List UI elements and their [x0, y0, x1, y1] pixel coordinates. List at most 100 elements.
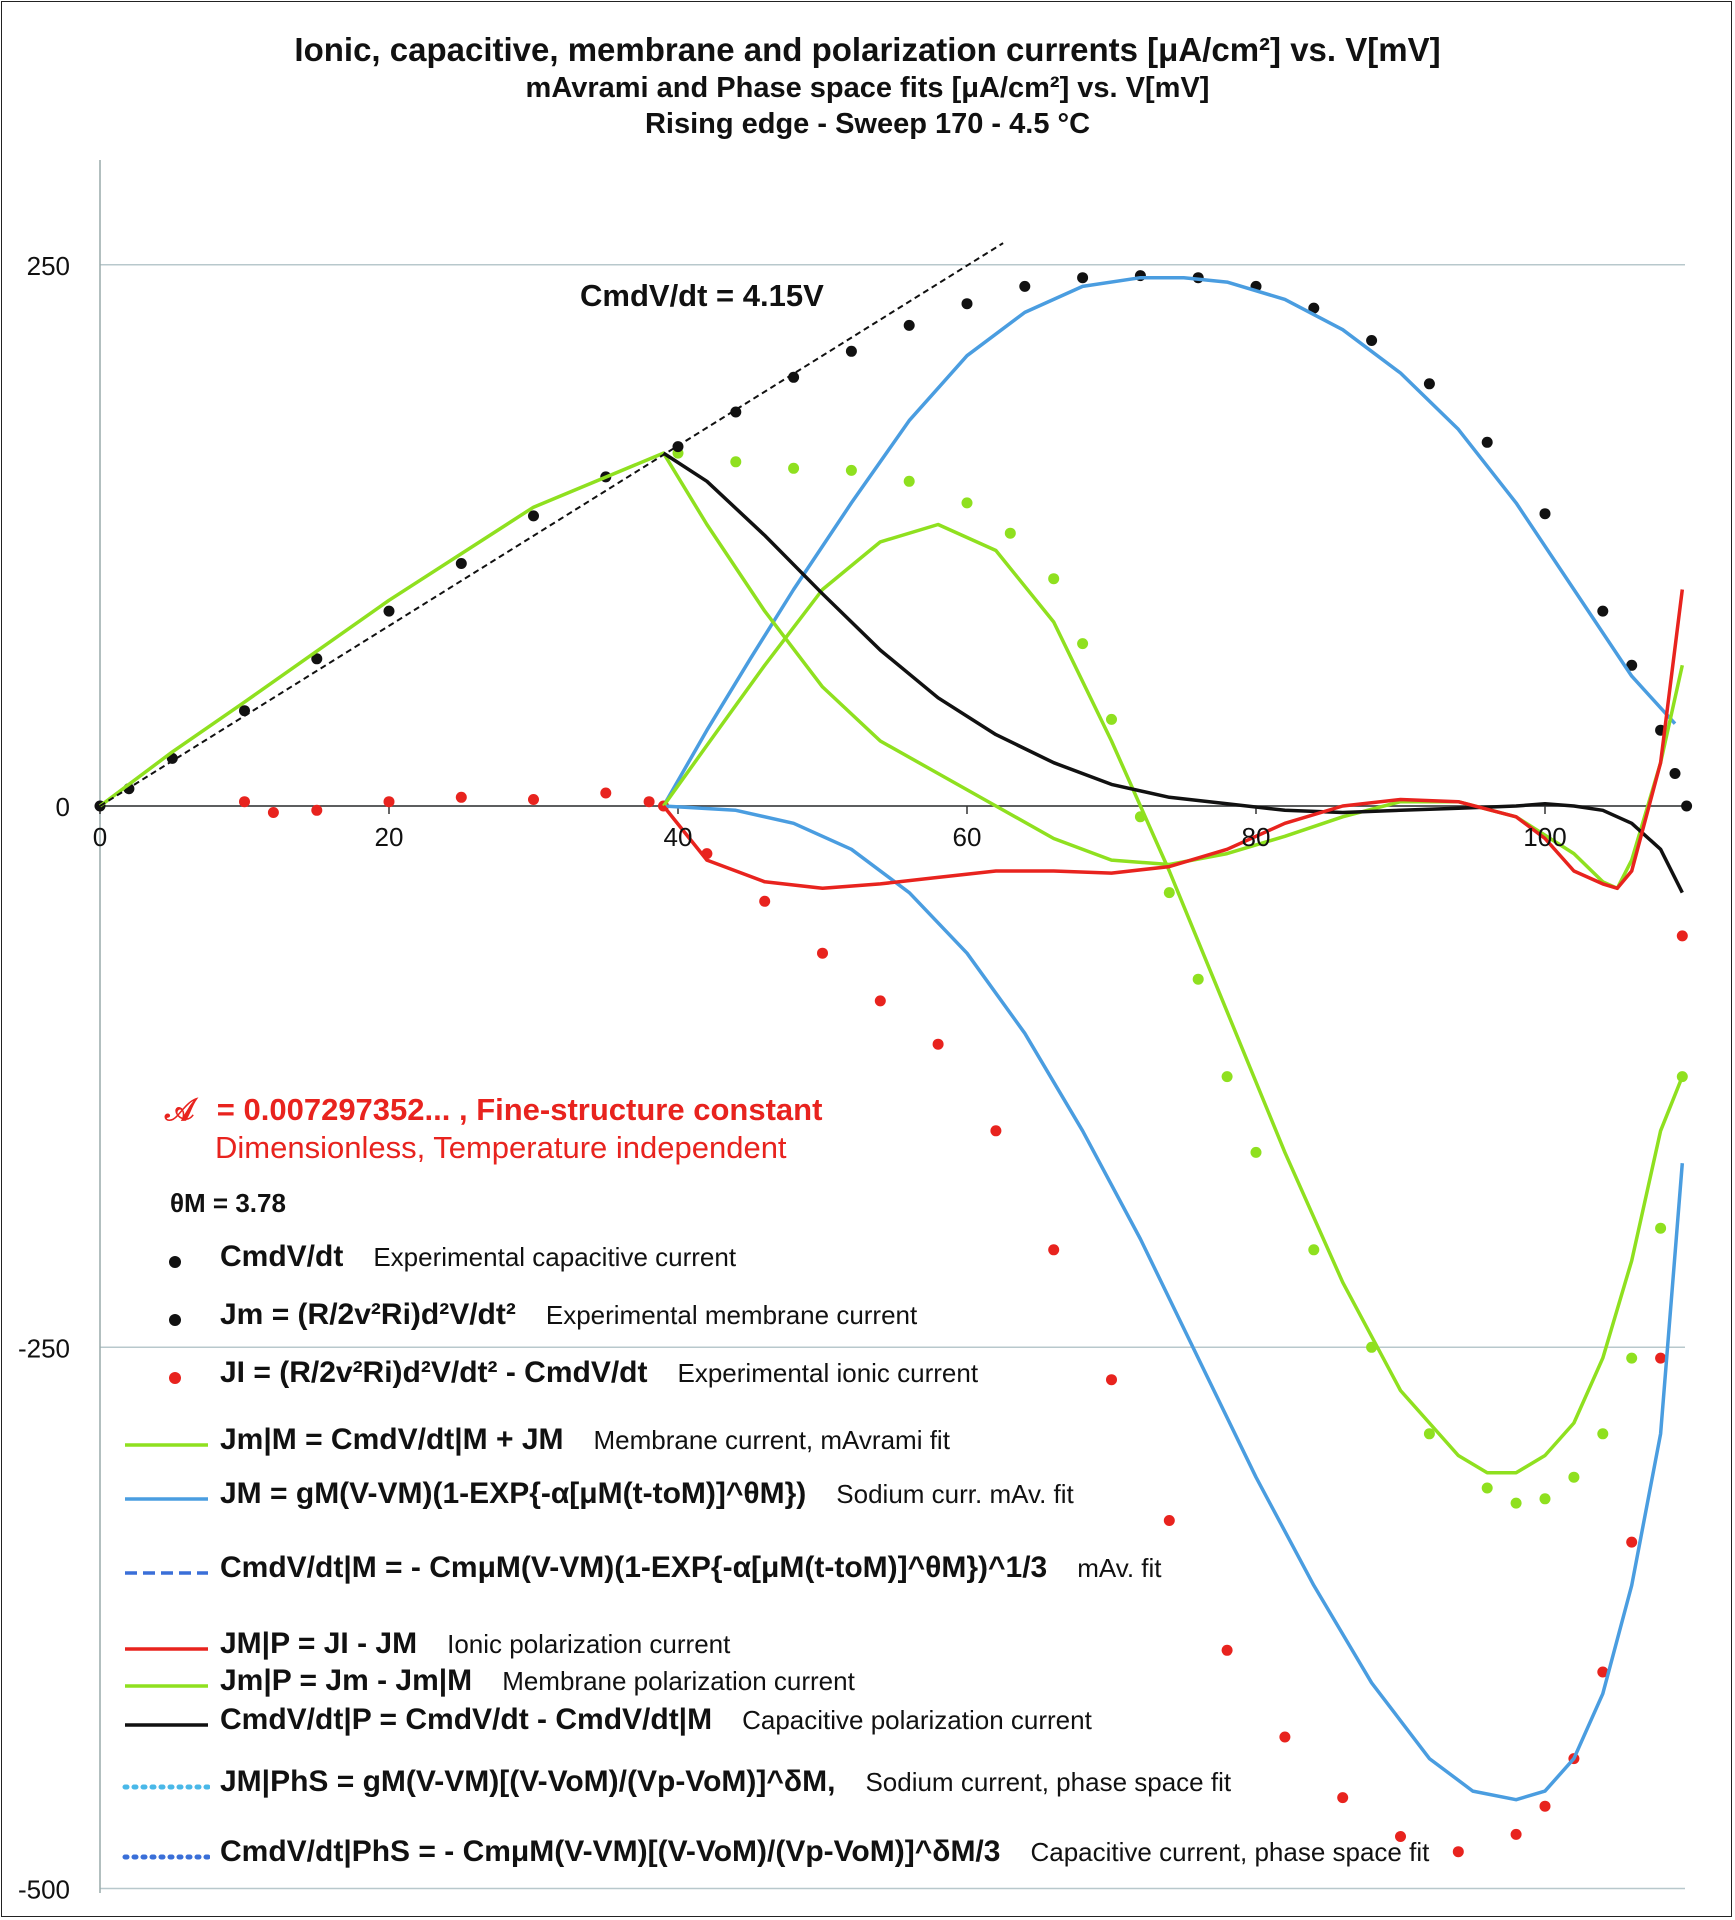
y-tick-label-3: -500	[18, 1875, 70, 1905]
legend-equation: CmdV/dt|P = CmdV/dt - CmdV/dt|M	[220, 1703, 713, 1736]
legend-marker	[125, 1571, 208, 1575]
point-membrane_exp_dots-21	[1568, 1471, 1580, 1483]
legend-marker	[125, 1684, 208, 1688]
legend-item: CmdV/dt|P = CmdV/dt - CmdV/dt|M Capacitiv…	[120, 1703, 1092, 1737]
point-membrane_exp_dots-15	[1308, 1244, 1320, 1256]
point-capacitive_exp_dots-21	[1366, 335, 1378, 346]
legend-item: Jm = (R/2v²Ri)d²V/dt² Experimental membra…	[120, 1298, 917, 1332]
legend-equation: Jm = (R/2v²Ri)d²V/dt²	[220, 1298, 516, 1331]
point-ionic_exp_dots-16	[1106, 1374, 1117, 1386]
fine-structure-sub: Dimensionless, Temperature independent	[215, 1130, 787, 1165]
point-capacitive_exp_dots-5	[383, 605, 395, 617]
point-capacitive_exp_dots-12	[845, 345, 857, 357]
legend-equation: CmdV/dt|PhS = - CmμM(V-VM)[(V-VoM)/(Vp-V…	[220, 1835, 1001, 1868]
legend-item: CmdV/dt Experimental capacitive current	[120, 1240, 736, 1274]
point-membrane_exp_dots-22	[1597, 1428, 1609, 1440]
point-ionic_exp_dots-23	[1510, 1828, 1522, 1840]
legend-description: Membrane current, mAvrami fit	[593, 1425, 950, 1455]
series-capacitive_polarization	[662, 451, 1684, 894]
point-capacitive_exp_dots-26	[1626, 659, 1638, 671]
point-ionic_exp_dots-0	[239, 796, 250, 808]
point-membrane_exp_dots-6	[1004, 527, 1016, 539]
point-capacitive_exp_dots-14	[961, 298, 973, 310]
legend-equation: JI = (R/2v²Ri)d²V/dt² - CmdV/dt	[220, 1356, 648, 1389]
x-tick-label-3: 60	[953, 822, 982, 852]
point-membrane_exp_dots-5	[961, 497, 973, 509]
legend-description: mAv. fit	[1077, 1553, 1162, 1583]
point-ionic_exp_dots-20	[1337, 1792, 1349, 1804]
point-ionic_exp_dots-27	[1626, 1536, 1638, 1548]
legend-item: Jm|M = CmdV/dt|M + JM Membrane current, m…	[120, 1423, 950, 1457]
point-capacitive_exp_dots-4	[311, 653, 323, 665]
point-capacitive_exp_dots-10	[730, 406, 742, 418]
point-capacitive_exp_dots-16	[1077, 272, 1089, 284]
point-ionic_exp_dots-17	[1163, 1515, 1175, 1526]
legend-equation: JM|PhS = gM(V-VM)[(V-VoM)/(Vp-VoM)]^δM,	[220, 1765, 836, 1798]
point-membrane_exp_dots-17	[1423, 1428, 1435, 1440]
point-capacitive_exp_dots-25	[1597, 605, 1609, 617]
point-membrane_exp_dots-24	[1655, 1222, 1667, 1234]
point-capacitive_exp_dots-22	[1423, 378, 1435, 390]
x-tick-label-2: 40	[664, 822, 693, 852]
x-tick-label-5: 100	[1523, 822, 1566, 852]
line-ionic_polarization	[662, 589, 1685, 891]
point-membrane_exp_dots-11	[1163, 887, 1175, 899]
point-capacitive_exp_dots-24	[1539, 508, 1551, 520]
theta-annotation: θM = 3.78	[170, 1188, 286, 1218]
series-ionic_polarization	[662, 589, 1685, 891]
point-capacitive_exp_dots-11	[788, 371, 800, 383]
legend-equation: Jm|M = CmdV/dt|M + JM	[220, 1423, 564, 1456]
series-group	[94, 242, 1693, 1858]
legend-description: Capacitive current, phase space fit	[1030, 1837, 1430, 1867]
point-membrane_exp_dots-14	[1250, 1146, 1262, 1158]
point-ionic_exp_dots-21	[1395, 1831, 1406, 1842]
point-ionic_exp_dots-29	[1676, 930, 1688, 942]
point-ionic_exp_dots-10	[759, 895, 771, 907]
legend-description: Sodium current, phase space fit	[865, 1767, 1232, 1797]
point-membrane_exp_dots-23	[1626, 1352, 1638, 1364]
point-capacitive_exp_dots-20	[1308, 302, 1320, 314]
series-sodium_fit_blue	[661, 275, 1677, 807]
legend-description: Sodium curr. mAv. fit	[836, 1479, 1074, 1509]
series-membrane_exp_dots	[672, 447, 1688, 1509]
point-capacitive_exp_dots-29	[1681, 800, 1693, 812]
chart-subtitle: mAvrami and Phase space fits [μA/cm²] vs…	[525, 72, 1210, 104]
point-ionic_exp_dots-3	[383, 796, 395, 808]
legend-item: CmdV/dt|M = - CmμM(V-VM)(1-EXP{-α[μM(t-t…	[120, 1551, 1162, 1585]
point-ionic_exp_dots-2	[311, 804, 323, 816]
point-membrane_exp_dots-13	[1221, 1071, 1233, 1083]
legend-marker	[169, 1255, 181, 1268]
legend-marker	[125, 1647, 208, 1651]
legend-item: CmdV/dt|PhS = - CmμM(V-VM)[(V-VoM)/(Vp-V…	[120, 1835, 1429, 1869]
series-capacitive_fit_slope	[99, 242, 1004, 807]
point-ionic_exp_dots-14	[990, 1125, 1002, 1137]
slope-annotation: CmdV/dt = 4.15V	[580, 278, 824, 313]
labels-group: 250 0 -250 -500 0 20 40 60 80 100	[18, 251, 1567, 1905]
point-capacitive_exp_dots-28	[1669, 768, 1681, 779]
line-sodium_curve	[663, 804, 1685, 1802]
line-membrane_polarization	[98, 451, 1685, 891]
legend-marker	[125, 1497, 208, 1501]
y-tick-label-0: 250	[27, 251, 70, 281]
line-sodium_fit_blue	[661, 275, 1677, 807]
y-tick-label-1: 0	[56, 792, 70, 822]
legend-description: Ionic polarization current	[447, 1629, 731, 1659]
series-ionic_exp_dots	[239, 787, 1688, 1858]
point-ionic_exp_dots-5	[528, 794, 539, 805]
legend-item: JM|P = JI - JM Ionic polarization current	[120, 1627, 730, 1661]
point-ionic_exp_dots-19	[1279, 1731, 1291, 1743]
legend-description: Experimental membrane current	[545, 1300, 918, 1330]
series-membrane_fit_curve	[662, 522, 1684, 1475]
legend-marker	[169, 1313, 181, 1326]
fine-structure-symbol: 𝒜	[165, 1092, 195, 1127]
legend-equation: CmdV/dt	[220, 1240, 344, 1273]
legend-marker	[169, 1371, 181, 1384]
point-ionic_exp_dots-24	[1539, 1800, 1551, 1812]
point-ionic_exp_dots-11	[817, 947, 828, 959]
point-membrane_exp_dots-19	[1510, 1497, 1522, 1509]
chart-title: Ionic, capacitive, membrane and polariza…	[294, 31, 1441, 68]
point-ionic_exp_dots-15	[1048, 1244, 1060, 1256]
point-ionic_exp_dots-6	[600, 787, 612, 799]
line-capacitive_polarization	[662, 451, 1684, 894]
